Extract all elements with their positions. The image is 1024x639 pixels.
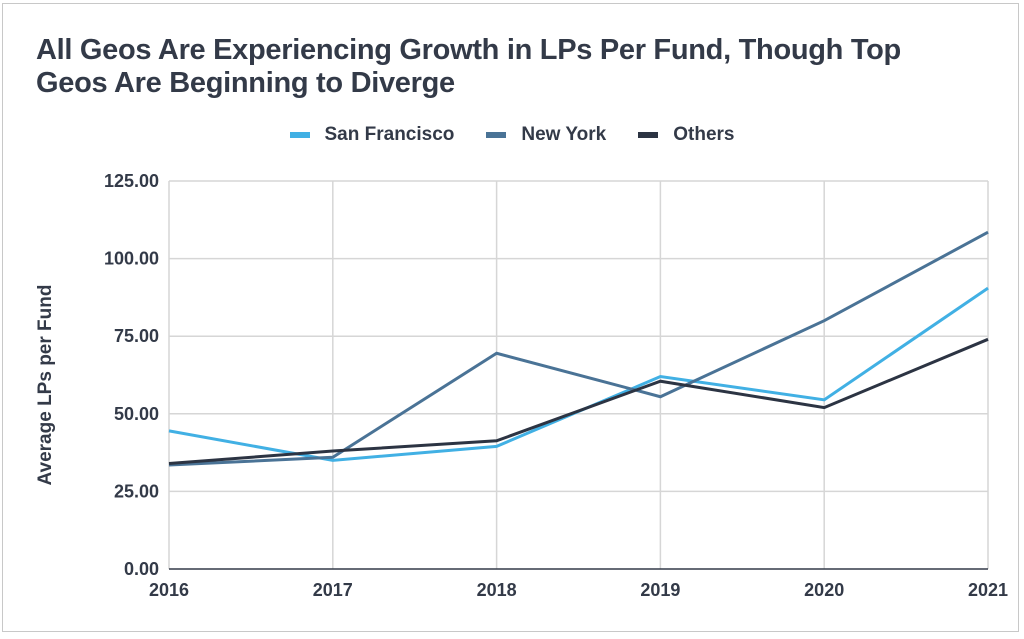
legend-swatch-others [638,132,659,138]
legend-label-new-york: New York [521,124,607,145]
y-tick-label: 0.00 [124,559,159,579]
y-tick-label: 25.00 [114,481,159,501]
series-lines [168,230,989,467]
legend-label-san-francisco: San Francisco [324,124,455,145]
legend-item-others: Others [638,124,734,146]
gridlines [168,180,989,570]
x-tick-label: 2018 [477,580,517,600]
legend-swatch-new-york [486,132,507,138]
series-line-new-york [168,230,989,467]
legend: San Francisco New York Others [0,124,1024,146]
y-tick-label: 100.00 [104,249,159,269]
x-tick-label: 2020 [804,580,844,600]
chart-title: All Geos Are Experiencing Growth in LPs … [36,34,901,99]
x-tick-label: 2021 [968,580,1008,600]
y-tick-label: 75.00 [114,326,159,346]
x-tick-label: 2019 [640,580,680,600]
y-tick-label: 50.00 [114,404,159,424]
y-tick-labels: 0.00 25.00 50.00 75.00 100.00 125.00 [104,171,159,579]
legend-item-san-francisco: San Francisco [289,124,455,146]
series-line-others [168,337,989,465]
legend-label-others: Others [673,124,735,145]
x-tick-label: 2017 [313,580,353,600]
legend-swatch-san-francisco [289,132,310,138]
x-tick-label: 2016 [149,580,189,600]
legend-item-new-york: New York [486,124,606,146]
chart-frame [2,3,1019,632]
y-tick-label: 125.00 [104,171,159,191]
x-tick-labels: 2016 2017 2018 2019 2020 2021 [149,580,1008,600]
